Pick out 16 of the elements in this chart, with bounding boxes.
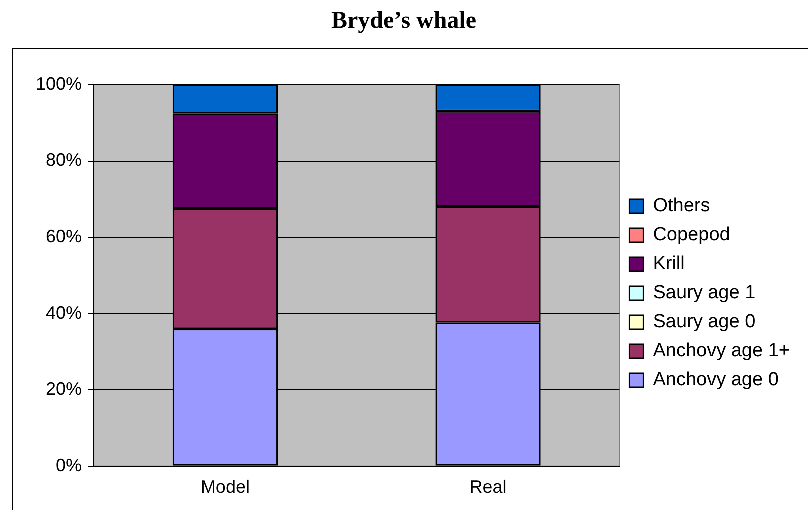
y-tick-label: 60%: [46, 226, 82, 247]
x-tick-label: Model: [200, 477, 250, 498]
legend-label: Anchovy age 1+: [653, 340, 790, 362]
y-tick-label: 40%: [46, 302, 82, 323]
legend-label: Copepod: [653, 224, 730, 246]
legend-label: Anchovy age 0: [653, 370, 779, 391]
y-tick-label: 0%: [56, 455, 82, 476]
chart-title: Bryde’s whale: [330, 8, 478, 35]
legend-label: Saury age 1: [653, 282, 756, 304]
y-tick-label: 100%: [36, 74, 82, 94]
y-tick-label: 80%: [46, 150, 82, 170]
legend-label: Others: [653, 196, 710, 217]
x-tick-label: Real: [470, 477, 507, 498]
legend-label: Krill: [653, 254, 685, 275]
y-tick-label: 20%: [46, 379, 82, 400]
legend-label: Saury age 0: [653, 312, 756, 333]
